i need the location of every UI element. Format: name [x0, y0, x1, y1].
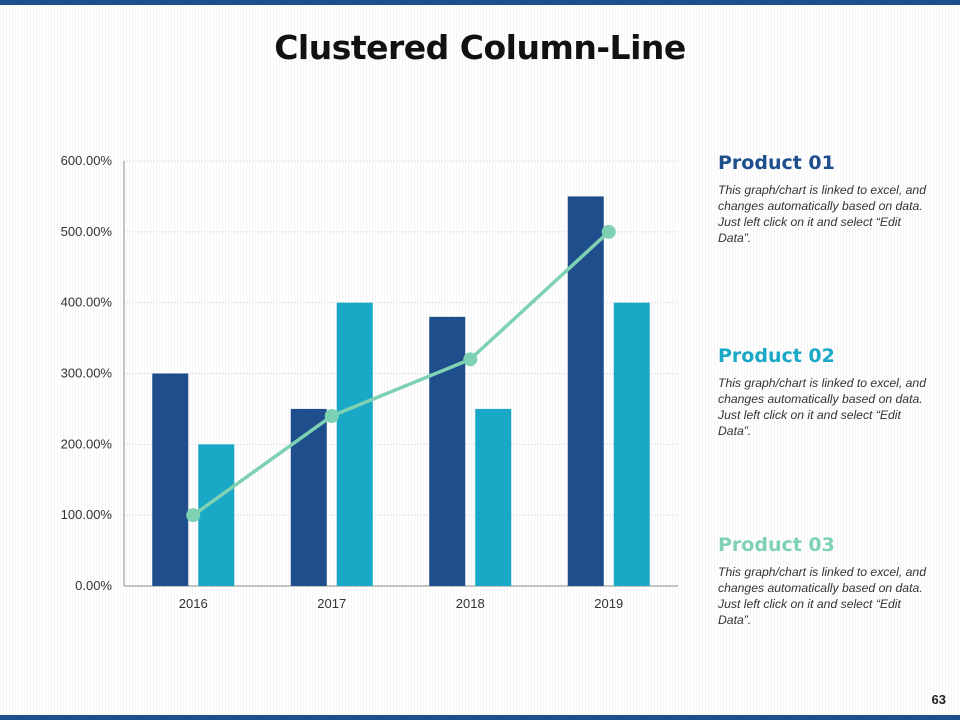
- y-tick-label: 300.00%: [61, 366, 113, 381]
- top-border-bar: [0, 0, 960, 5]
- bar-product-01-2016: [152, 373, 189, 586]
- product-02-panel: Product 02 This graph/chart is linked to…: [718, 345, 933, 439]
- product-03-description: This graph/chart is linked to excel, and…: [718, 565, 926, 627]
- y-tick-label: 400.00%: [61, 295, 113, 310]
- bar-product-02-2017: [336, 302, 373, 586]
- bar-product-01-2018: [429, 316, 466, 586]
- line-product-03: [192, 230, 610, 517]
- point-product-03-2018: [463, 352, 478, 367]
- y-tick-label: 0.00%: [75, 578, 112, 593]
- y-tick-label: 200.00%: [61, 436, 113, 451]
- point-product-03-2016: [186, 508, 201, 523]
- x-tick-label: 2018: [456, 596, 485, 611]
- y-tick-label: 100.00%: [61, 507, 113, 522]
- slide-title: Clustered Column-Line: [274, 28, 686, 67]
- bar-product-02-2018: [475, 408, 512, 586]
- y-tick-label: 600.00%: [61, 153, 113, 168]
- product-03-heading: Product 03: [718, 534, 835, 556]
- bar-product-01-2017: [290, 408, 327, 586]
- bar-product-02-2019: [613, 302, 650, 586]
- page-number: 63: [931, 692, 946, 707]
- product-01-panel: Product 01 This graph/chart is linked to…: [718, 152, 933, 246]
- x-tick-label: 2017: [317, 596, 346, 611]
- x-tick-label: 2016: [179, 596, 208, 611]
- y-tick-label: 500.00%: [61, 224, 113, 239]
- product-01-description: This graph/chart is linked to excel, and…: [718, 183, 926, 245]
- product-01-heading: Product 01: [718, 152, 835, 174]
- point-product-03-2019: [601, 224, 616, 239]
- bottom-border-bar: [0, 715, 960, 720]
- point-product-03-2017: [324, 409, 339, 423]
- product-03-panel: Product 03 This graph/chart is linked to…: [718, 534, 933, 628]
- bar-product-01-2019: [567, 196, 604, 586]
- x-tick-label: 2019: [594, 596, 623, 611]
- product-02-heading: Product 02: [718, 345, 835, 367]
- bar-product-02-2016: [198, 444, 235, 586]
- product-02-description: This graph/chart is linked to excel, and…: [718, 376, 926, 438]
